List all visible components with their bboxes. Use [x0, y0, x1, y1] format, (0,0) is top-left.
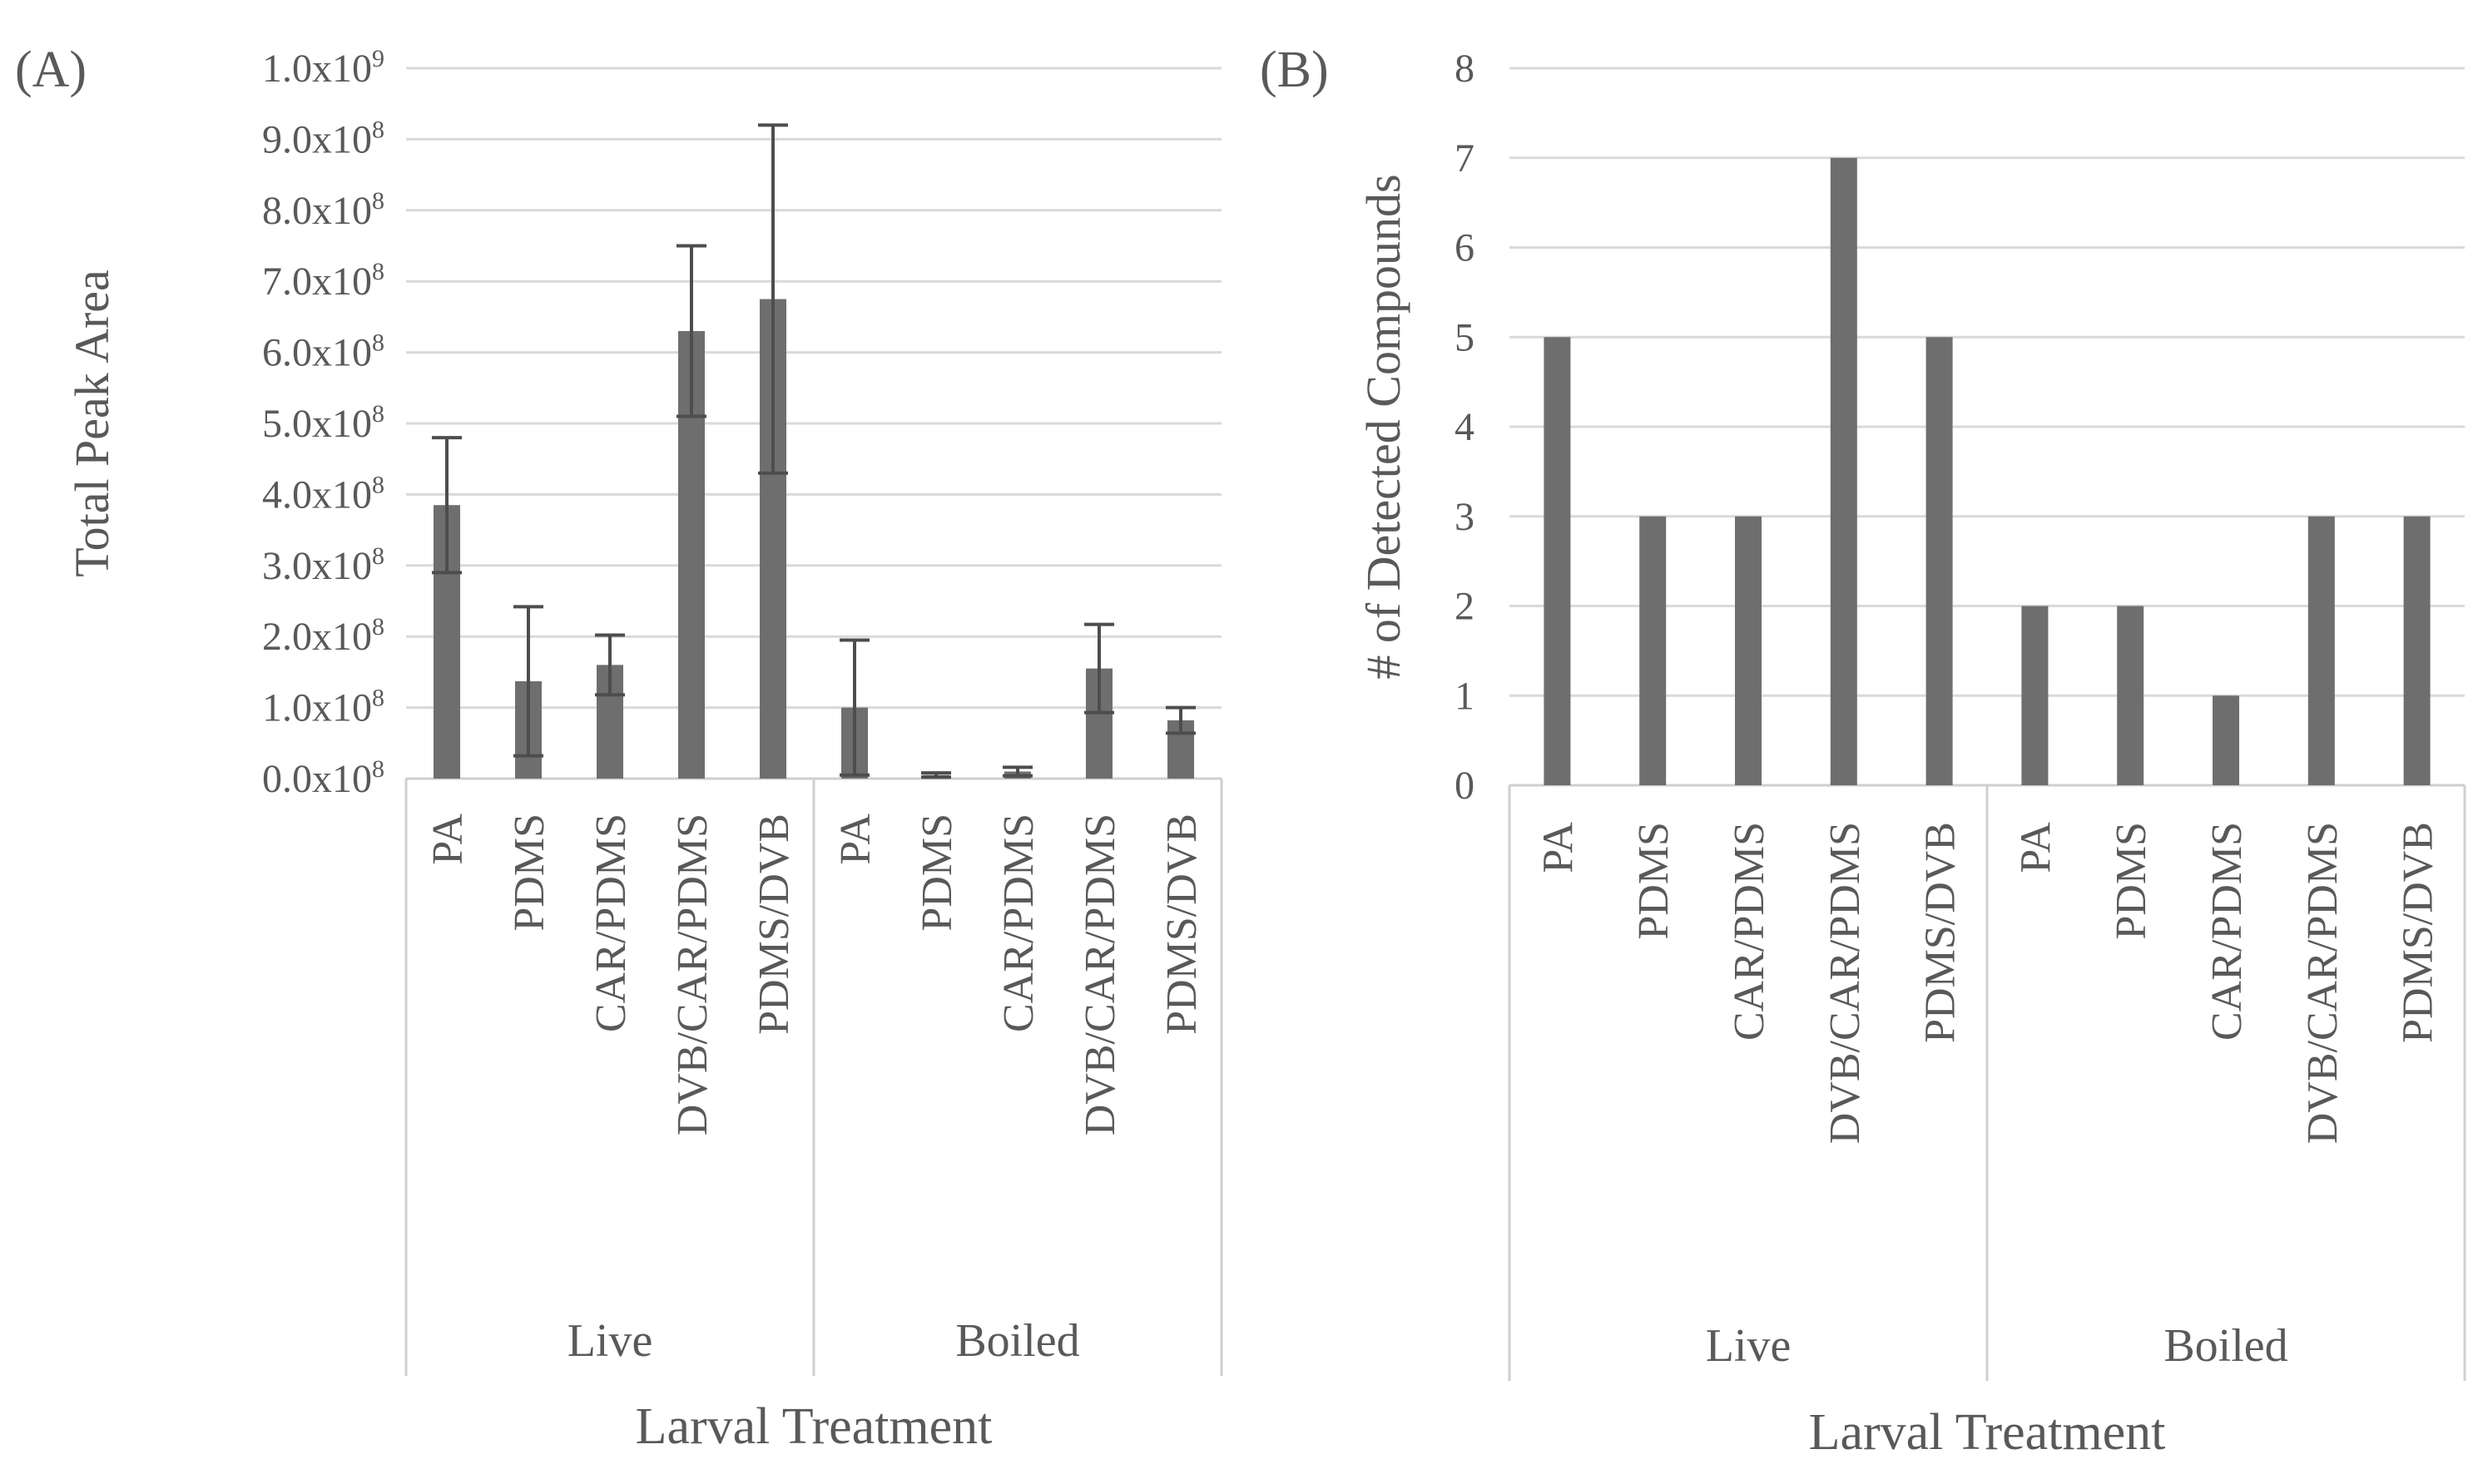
category-label: DVB/CAR/PDMS [1821, 822, 1869, 1144]
panel-label: (A) [15, 42, 87, 98]
y-tick-label: 4.0x108 [262, 471, 384, 517]
category-label: DVB/CAR/PDMS [2299, 822, 2347, 1144]
bar-dvb-car-pdms-live [1830, 157, 1857, 785]
y-tick-label: 7.0x108 [262, 258, 384, 304]
category-label: PDMS/DVB [1917, 822, 1965, 1043]
y-tick-label: 0.0x108 [262, 755, 384, 801]
category-label: CAR/PDMS [587, 814, 635, 1032]
y-tick-label: 8.0x108 [262, 187, 384, 233]
category-label: CAR/PDMS [1726, 822, 1773, 1041]
y-tick-label: 9.0x108 [262, 116, 384, 161]
category-label: PDMS/DVB [2395, 822, 2442, 1043]
bar-pdms-dvb-boiled [2403, 516, 2431, 785]
chart-panel-b: 0 1 2 3 4 5 6 7 8 PA PDMS CAR/PDMS DVB/CAR/PDMS PDMS/… [1260, 42, 2466, 1461]
category-label: PDMS [914, 814, 961, 932]
category-label: PA [1534, 822, 1582, 873]
y-tick-label: 1.0x109 [262, 45, 384, 91]
group-label-live: Live [567, 1315, 653, 1367]
y-axis-title: Total Peak Area [65, 270, 119, 577]
y-tick-label: 3.0x108 [262, 542, 384, 588]
y-tick-label: 8 [1455, 47, 1474, 91]
category-label: DVB/CAR/PDMS [669, 814, 716, 1135]
bar-dvb-car-pdms-boiled [2307, 516, 2335, 785]
category-label: PA [832, 814, 880, 865]
chart-panel-a: 0.0x108 1.0x108 2.0x108 3.0x108 4.0x108 5.0x1… [15, 42, 1223, 1455]
y-tick-label: 2 [1455, 585, 1474, 629]
bar-car-pdms-live [1735, 516, 1762, 785]
y-tick-label: 5 [1455, 315, 1474, 359]
y-tick-label: 5.0x108 [262, 400, 384, 446]
category-label: PDMS [506, 814, 553, 932]
category-label: CAR/PDMS [2203, 822, 2251, 1041]
category-label: PDMS/DVB [751, 814, 798, 1035]
y-tick-label: 1.0x108 [262, 685, 384, 730]
category-label: PDMS [2108, 822, 2155, 940]
group-label-live: Live [1706, 1320, 1792, 1372]
category-label: PDMS [1630, 822, 1678, 940]
y-tick-label: 4 [1455, 405, 1474, 449]
y-tick-label: 6 [1455, 226, 1474, 270]
bar-pdms-dvb-live [1925, 337, 1953, 785]
group-label-boiled: Boiled [2163, 1320, 2287, 1372]
category-label: PDMS/DVB [1158, 814, 1206, 1035]
x-axis-title: Larval Treatment [636, 1398, 993, 1455]
bar-pa-live [1544, 337, 1571, 785]
category-label: CAR/PDMS [995, 814, 1043, 1032]
group-label-boiled: Boiled [955, 1315, 1079, 1367]
category-label: PA [2012, 822, 2059, 873]
y-tick-label: 1 [1455, 674, 1474, 718]
bar-pdms-boiled [2117, 606, 2144, 785]
bar-car-pdms-boiled [2213, 695, 2239, 785]
category-label: DVB/CAR/PDMS [1077, 814, 1124, 1135]
y-tick-label: 6.0x108 [262, 329, 384, 375]
panel-label: (B) [1260, 42, 1329, 98]
category-label: PA [424, 814, 472, 865]
y-tick-label: 3 [1455, 495, 1474, 539]
y-tick-label: 7 [1455, 136, 1474, 181]
bar-pdms-live [1639, 516, 1667, 785]
bar-pa-boiled [2021, 606, 2049, 785]
y-tick-label: 0 [1455, 764, 1474, 808]
y-axis-title: # of Detected Compounds [1356, 174, 1410, 679]
x-axis-title: Larval Treatment [1809, 1404, 2166, 1461]
y-tick-label: 2.0x108 [262, 613, 384, 659]
